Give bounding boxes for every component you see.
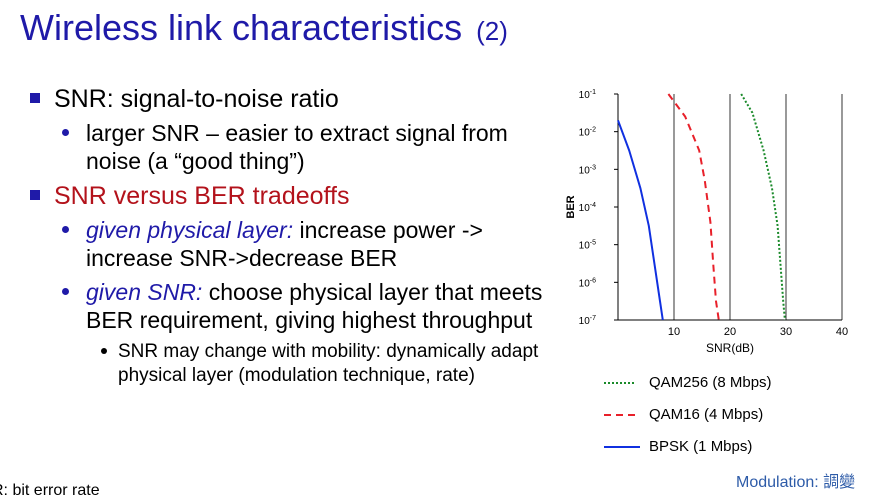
- dashed-line-icon: [604, 414, 640, 416]
- subsubbullet-text: SNR may change with mobility: dynamicall…: [118, 341, 539, 386]
- title-text: Wireless link characteristics: [20, 7, 463, 48]
- series-line-qam256: [740, 93, 786, 321]
- y-tick-label: 10-1: [579, 89, 596, 101]
- bullet-snr: SNR: signal-to-noise ratio: [28, 84, 558, 115]
- subbullet-larger-snr: larger SNR – easier to extract signal fr…: [28, 119, 558, 175]
- y-tick-label: 10-6: [579, 277, 596, 289]
- dotted-line-icon: [604, 382, 636, 384]
- legend-item-bpsk: BPSK (1 Mbps): [604, 434, 864, 466]
- dot-bullet-icon: [62, 288, 69, 295]
- x-axis-label: SNR(dB): [706, 341, 754, 355]
- y-tick-label: 10-4: [579, 202, 596, 214]
- bullet-tradeoffs: SNR versus BER tradeoffs: [28, 181, 558, 212]
- subbullet-given-physical: given physical layer: increase power -> …: [28, 216, 558, 272]
- legend-item-qam16: QAM16 (4 Mbps): [604, 402, 864, 434]
- subbullet-text: larger SNR – easier to extract signal fr…: [86, 120, 508, 174]
- slide-title: Wireless link characteristics (2): [20, 8, 508, 48]
- series-line-bpsk: [617, 120, 664, 321]
- subbullet-text: increase power -> increase SNR->decrease…: [86, 217, 483, 271]
- subbullet-emphasis: given SNR:: [86, 279, 203, 305]
- title-suffix: (2): [476, 16, 508, 46]
- legend-label: QAM256 (8 Mbps): [649, 374, 772, 391]
- dot-bullet-icon: [101, 348, 107, 354]
- x-tick-label: 40: [836, 326, 848, 338]
- chart-series: [617, 93, 786, 321]
- x-tick-label: 30: [780, 326, 792, 338]
- y-tick-label: 10-3: [579, 164, 596, 176]
- legend-label: BPSK (1 Mbps): [649, 438, 753, 455]
- series-line-qam16: [667, 93, 720, 321]
- y-tick-label: 10-2: [579, 127, 596, 139]
- x-tick-label: 10: [668, 326, 680, 338]
- square-bullet-icon: [30, 190, 40, 200]
- subbullet-given-snr: given SNR: choose physical layer that me…: [28, 278, 558, 334]
- subsubbullet-mobility: SNR may change with mobility: dynamicall…: [28, 340, 558, 388]
- subbullet-text: choose physical layer that meets BER req…: [86, 279, 543, 333]
- y-tick-label: 10-7: [579, 315, 596, 327]
- ber-snr-chart: 10-1 10-2 10-3 10-4 10-5 10-6 10-7 10 20 30 40 SNR(…: [565, 89, 848, 355]
- subbullet-emphasis: given physical layer:: [86, 217, 294, 243]
- y-tick-label: 10-5: [579, 240, 596, 252]
- bullet-text: SNR: signal-to-noise ratio: [54, 85, 339, 113]
- chart-grid: [673, 94, 843, 320]
- legend-item-qam256: QAM256 (8 Mbps): [604, 370, 864, 402]
- dot-bullet-icon: [62, 226, 69, 233]
- legend-label: QAM16 (4 Mbps): [649, 406, 764, 423]
- chart-labels: 10-1 10-2 10-3 10-4 10-5 10-6 10-7 10 20 30 40 SNR(…: [565, 89, 848, 355]
- square-bullet-icon: [30, 93, 40, 103]
- x-tick-label: 20: [724, 326, 736, 338]
- footnote: R: bit error rate: [0, 482, 100, 499]
- bullet-text: SNR versus BER tradeoffs: [54, 182, 350, 210]
- chart-legend: QAM256 (8 Mbps) QAM16 (4 Mbps) BPSK (1 M…: [604, 370, 864, 466]
- bullet-list: SNR: signal-to-noise ratio larger SNR – …: [28, 84, 558, 388]
- solid-line-icon: [604, 446, 640, 448]
- dot-bullet-icon: [62, 129, 69, 136]
- chart-axes: [614, 93, 842, 321]
- modulation-note: Modulation: 調變: [736, 474, 856, 491]
- y-axis-label: BER: [565, 195, 577, 218]
